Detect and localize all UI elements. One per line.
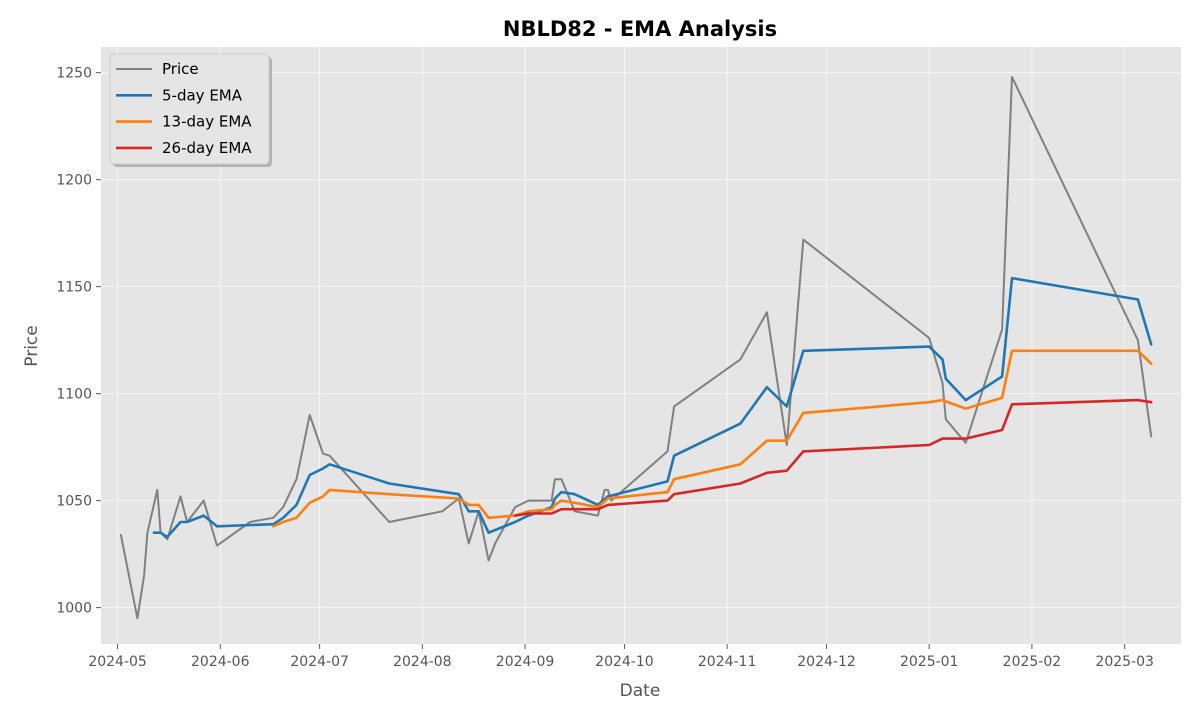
x-tick-label: 2024-12 (797, 654, 856, 670)
series-line-26-day-ema (513, 398, 1153, 517)
y-tick-label: 1200 (56, 173, 92, 189)
x-tick-label: 2025-03 (1095, 654, 1154, 670)
x-tick-label: 2025-02 (1003, 654, 1062, 670)
x-tick-label: 2025-01 (900, 654, 959, 670)
x-axis-label: Date (620, 681, 661, 701)
legend: Price 5-day EMA 13-day EMA 26-day EMA (109, 53, 272, 167)
y-tick-label: 1050 (56, 494, 92, 510)
x-tick-label: 2024-07 (290, 654, 349, 670)
legend-box (109, 53, 270, 165)
grid (101, 47, 1181, 644)
x-tick-label: 2024-06 (191, 654, 250, 670)
y-tick-label: 1100 (56, 387, 92, 403)
x-tick-label: 2024-05 (88, 654, 147, 670)
series-layer (119, 76, 1153, 620)
chart-title: NBLD82 - EMA Analysis (503, 17, 777, 41)
plot-area (101, 47, 1181, 644)
x-tick-label: 2024-10 (595, 654, 654, 670)
legend-label: 26-day EMA (162, 139, 252, 157)
y-axis: 1000 1050 1100 1150 1200 1250 (56, 66, 101, 617)
legend-label: 13-day EMA (162, 113, 252, 131)
x-tick-label: 2024-08 (393, 654, 452, 670)
series-line-13-day-ema (271, 349, 1153, 528)
legend-label: Price (162, 60, 199, 78)
x-axis: 2024-05 2024-06 2024-07 2024-08 2024-09 2024-… (88, 644, 1154, 670)
y-axis-label: Price (22, 325, 42, 366)
x-tick-label: 2024-11 (698, 654, 757, 670)
y-tick-label: 1000 (56, 601, 92, 617)
legend-label: 5-day EMA (162, 86, 243, 104)
y-tick-label: 1250 (56, 66, 92, 82)
y-tick-label: 1150 (56, 280, 92, 296)
x-tick-label: 2024-09 (496, 654, 555, 670)
